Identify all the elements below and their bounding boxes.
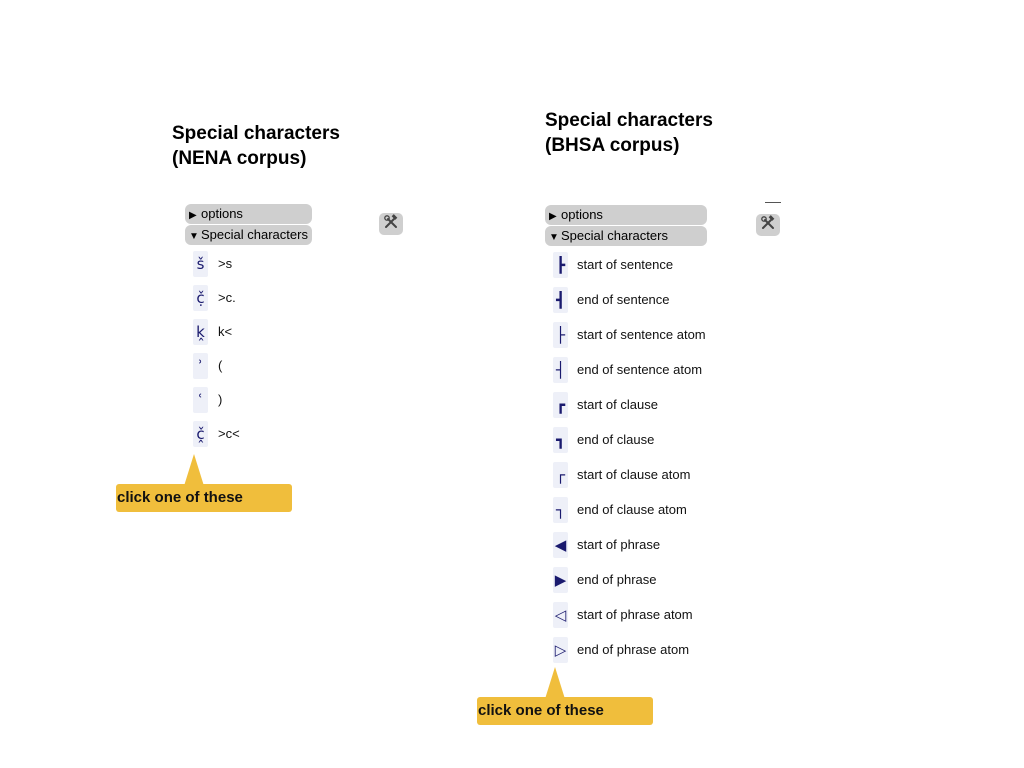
- left-special-characters-toggle[interactable]: ▼ Special characters: [185, 225, 312, 245]
- special-char-button[interactable]: č̣: [193, 285, 208, 311]
- char-description-label: start of sentence atom: [577, 327, 706, 342]
- right-title-line2: (BHSA corpus): [545, 135, 680, 156]
- right-options-toggle[interactable]: ▶ options: [545, 205, 707, 225]
- left-options-toggle[interactable]: ▶ options: [185, 204, 312, 224]
- char-description-label: end of sentence: [577, 292, 670, 307]
- char-code-label: ): [218, 392, 223, 407]
- char-description-label: end of phrase: [577, 572, 657, 587]
- left-callout-arrow: [184, 454, 204, 486]
- tools-icon: [383, 213, 399, 235]
- char-description-label: end of clause: [577, 432, 655, 447]
- left-title-line1: Special characters: [172, 123, 340, 144]
- special-char-button[interactable]: ʿ: [193, 387, 208, 413]
- triangle-down-icon: ▼: [549, 232, 559, 243]
- right-title-line1: Special characters: [545, 110, 713, 131]
- right-callout-arrow: [545, 667, 565, 699]
- char-code-label: >s: [218, 256, 233, 271]
- special-char-button[interactable]: ▶: [553, 567, 568, 593]
- char-description-label: end of clause atom: [577, 502, 687, 517]
- left-special-characters-label: Special characters: [201, 227, 308, 242]
- char-description-label: end of phrase atom: [577, 642, 690, 657]
- right-options-label: options: [561, 207, 603, 222]
- triangle-down-icon: ▼: [189, 231, 199, 242]
- right-special-characters-label: Special characters: [561, 228, 668, 243]
- special-char-button[interactable]: ┌: [553, 462, 568, 488]
- special-char-button[interactable]: č̭: [193, 421, 208, 447]
- special-char-button[interactable]: ▷: [553, 637, 568, 663]
- char-code-label: >c.: [218, 290, 236, 305]
- special-char-button[interactable]: ◀: [553, 532, 568, 558]
- char-code-label: (: [218, 358, 223, 373]
- left-callout: click one of these: [116, 484, 292, 512]
- special-char-button[interactable]: ├: [553, 322, 568, 348]
- left-tools-button[interactable]: [379, 213, 403, 235]
- triangle-right-icon: ▶: [189, 210, 197, 221]
- char-description-label: start of clause atom: [577, 467, 691, 482]
- right-panel-title: Special characters (BHSA corpus): [545, 108, 713, 158]
- right-special-characters-toggle[interactable]: ▼ Special characters: [545, 226, 707, 246]
- char-description-label: start of sentence: [577, 257, 674, 272]
- tools-icon: [760, 214, 776, 236]
- special-char-button[interactable]: ʾ: [193, 353, 208, 379]
- right-tools-button[interactable]: [756, 214, 780, 236]
- special-char-button[interactable]: ┐: [553, 497, 568, 523]
- right-callout: click one of these: [477, 697, 653, 725]
- char-description-label: start of phrase: [577, 537, 661, 552]
- special-char-button[interactable]: ┓: [553, 427, 568, 453]
- special-char-button[interactable]: ┫: [553, 287, 568, 313]
- char-description-label: start of phrase atom: [577, 607, 693, 622]
- char-code-label: k<: [218, 324, 233, 339]
- special-char-button[interactable]: ┣: [553, 252, 568, 278]
- left-panel-title: Special characters (NENA corpus): [172, 121, 340, 171]
- special-char-button[interactable]: ┤: [553, 357, 568, 383]
- char-description-label: start of clause: [577, 397, 658, 412]
- special-char-button[interactable]: ┏: [553, 392, 568, 418]
- special-char-button[interactable]: š: [193, 251, 208, 277]
- special-char-button[interactable]: k̭: [193, 319, 208, 345]
- left-options-label: options: [201, 206, 243, 221]
- char-description-label: end of sentence atom: [577, 362, 703, 377]
- triangle-right-icon: ▶: [549, 211, 557, 222]
- divider: [765, 202, 781, 203]
- char-code-label: >c<: [218, 426, 240, 441]
- left-title-line2: (NENA corpus): [172, 148, 307, 169]
- special-char-button[interactable]: ◁: [553, 602, 568, 628]
